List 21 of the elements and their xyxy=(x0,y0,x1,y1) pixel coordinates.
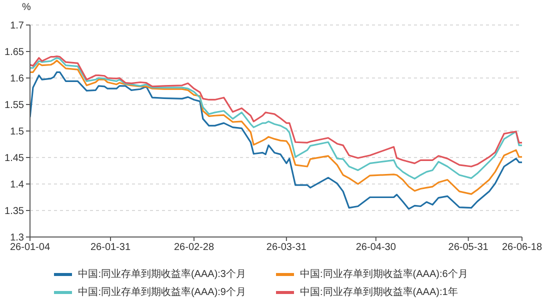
y-tick-label: 1.55 xyxy=(4,100,24,112)
legend-label: 中国:同业存单到期收益率(AAA):6个月 xyxy=(300,268,468,281)
y-tick-label: 1.35 xyxy=(4,206,24,218)
y-tick-label: 1.6 xyxy=(10,74,24,85)
x-tick-label: 26-06-18 xyxy=(502,242,542,254)
x-tick-label: 26-04-30 xyxy=(356,242,396,254)
y-tick-label: 1.3 xyxy=(10,232,24,244)
x-tick-label: 26-02-28 xyxy=(174,242,214,254)
y-axis-title: % xyxy=(22,2,31,13)
x-tick-label: 26-01-31 xyxy=(90,242,131,254)
y-tick-label: 1.45 xyxy=(4,153,24,164)
y-tick-label: 1.5 xyxy=(10,126,24,138)
x-tick-label: 26-01-04 xyxy=(10,242,50,254)
legend-label: 中国:同业存单到期收益率(AAA):1年 xyxy=(300,286,458,299)
legend-label: 中国:同业存单到期收益率(AAA):9个月 xyxy=(78,286,246,299)
y-tick-label: 1.65 xyxy=(4,47,24,58)
legend-label: 中国:同业存单到期收益率(AAA):3个月 xyxy=(78,268,246,281)
y-tick-label: 1.4 xyxy=(10,180,24,191)
x-tick-label: 26-05-31 xyxy=(448,242,489,254)
x-tick-label: 26-03-31 xyxy=(266,242,307,254)
y-tick-label: 1.7 xyxy=(10,20,24,32)
